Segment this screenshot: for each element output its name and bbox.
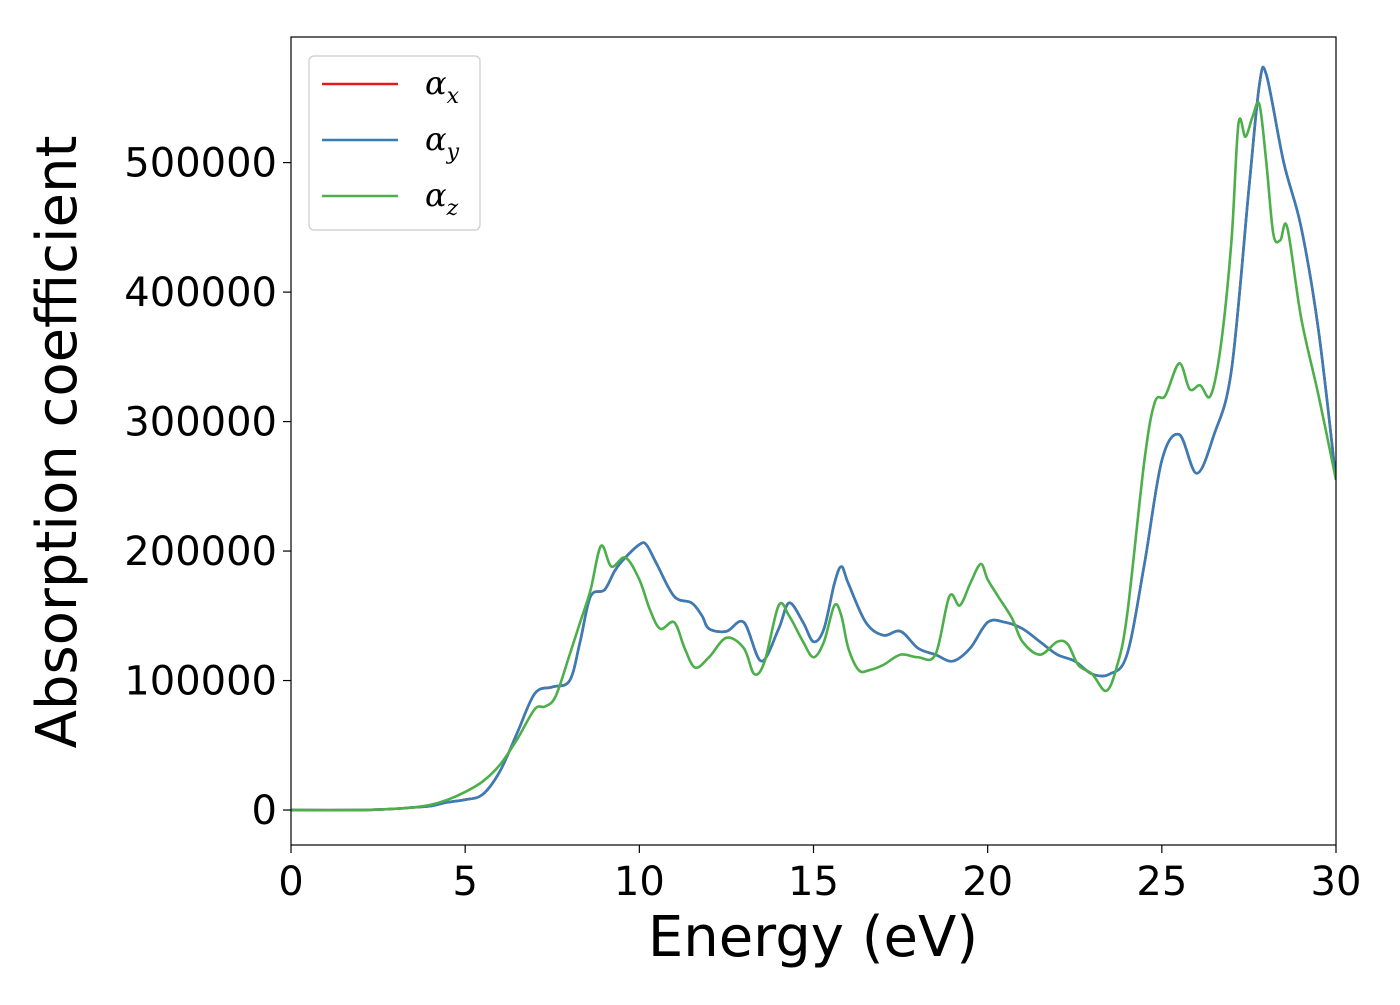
x-axis-ticks: 0 5 10 15 20 25 30 <box>278 845 1361 905</box>
x-tick-label: 5 <box>452 859 477 905</box>
y-tick-label: 400000 <box>124 270 277 316</box>
y-tick-label: 300000 <box>124 400 277 446</box>
x-tick-label: 20 <box>962 859 1013 905</box>
y-tick-label: 200000 <box>124 529 277 575</box>
legend-box <box>308 55 481 231</box>
x-tick-label: 30 <box>1311 859 1362 905</box>
x-tick-label: 10 <box>614 859 665 905</box>
x-axis-label: Energy (eV) <box>648 905 978 970</box>
y-tick-label: 500000 <box>124 141 277 187</box>
x-tick-label: 15 <box>788 859 839 905</box>
y-axis-ticks: 0 100000 200000 300000 400000 500000 <box>124 141 291 834</box>
x-tick-label: 25 <box>1136 859 1187 905</box>
x-tick-label: 0 <box>278 859 303 905</box>
y-tick-label: 100000 <box>124 659 277 705</box>
series-line-alpha-z <box>291 101 1336 812</box>
plot-area <box>290 36 1337 846</box>
y-tick-label: 0 <box>252 788 277 834</box>
series-line-alpha-y <box>291 65 1336 812</box>
y-axis-label: Absorption coefficient <box>25 136 90 749</box>
